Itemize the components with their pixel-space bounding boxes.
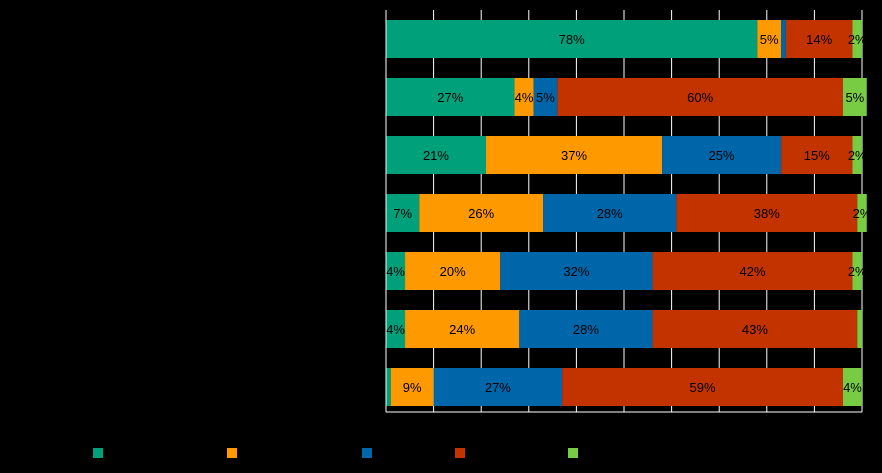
axis-layer	[385, 10, 862, 413]
bar-segment	[533, 78, 558, 116]
bar-segment	[857, 310, 862, 348]
data-label: 4%	[843, 380, 862, 395]
bar-segment	[543, 194, 677, 232]
bar-segment	[852, 136, 862, 174]
data-label: 5%	[536, 90, 555, 105]
bar-segment	[757, 20, 782, 58]
data-label: 4%	[386, 264, 405, 279]
bar-segment	[557, 78, 843, 116]
bar-segment	[842, 78, 867, 116]
legend-swatch	[455, 448, 465, 458]
legend-swatch	[568, 448, 578, 458]
bar-segment	[785, 20, 853, 58]
bar-segment	[405, 252, 501, 290]
legend-swatch	[362, 448, 372, 458]
bar-segment	[386, 368, 391, 406]
data-label: 4%	[386, 322, 405, 337]
bar-segment	[852, 252, 862, 290]
bar-segment	[652, 252, 853, 290]
bar-segment	[405, 310, 520, 348]
bar-segment	[500, 252, 653, 290]
legend-swatch	[93, 448, 103, 458]
bar-segment	[662, 136, 782, 174]
data-label: 4%	[515, 90, 534, 105]
data-label: 42%	[740, 264, 766, 279]
legend	[93, 448, 578, 458]
legend-swatch	[227, 448, 237, 458]
bar-segment	[386, 252, 406, 290]
bar-segment	[676, 194, 858, 232]
bar-segment	[386, 20, 758, 58]
bar-segment	[433, 368, 563, 406]
data-label: 2%	[848, 148, 867, 163]
data-label: 24%	[449, 322, 475, 337]
data-label: 2%	[848, 264, 867, 279]
data-label: 78%	[559, 32, 585, 47]
data-label: 32%	[563, 264, 589, 279]
data-label: 14%	[806, 32, 832, 47]
bar-segment	[519, 310, 653, 348]
bar-segment	[419, 194, 544, 232]
bar-segment	[386, 78, 515, 116]
data-label: 9%	[403, 380, 422, 395]
data-label: 28%	[597, 206, 623, 221]
data-label: 43%	[742, 322, 768, 337]
data-label: 5%	[845, 90, 864, 105]
data-label: 7%	[393, 206, 412, 221]
data-label: 21%	[423, 148, 449, 163]
data-label: 15%	[804, 148, 830, 163]
bar-segment	[514, 78, 534, 116]
data-label: 38%	[754, 206, 780, 221]
bar-segment	[562, 368, 843, 406]
bar-segment	[485, 136, 663, 174]
bar-segment	[781, 136, 853, 174]
data-label: 37%	[561, 148, 587, 163]
bar-segment	[781, 20, 786, 58]
data-label: 2%	[853, 206, 872, 221]
data-label: 26%	[468, 206, 494, 221]
data-label: 25%	[709, 148, 735, 163]
bar-segment	[386, 136, 486, 174]
data-label: 28%	[573, 322, 599, 337]
bar-segment	[386, 194, 420, 232]
data-label: 20%	[440, 264, 466, 279]
data-label: 59%	[690, 380, 716, 395]
data-label: 60%	[687, 90, 713, 105]
bar-segment	[652, 310, 858, 348]
bar-segment	[386, 310, 406, 348]
data-label: 2%	[848, 32, 867, 47]
bar-segment	[390, 368, 434, 406]
data-label: 5%	[760, 32, 779, 47]
data-label: 27%	[485, 380, 511, 395]
bar-segment	[842, 368, 862, 406]
bars-layer: 78% 5% 14% 2%27% 4% 5% 60% 5%21% 37% 25% 15% 2%7% 26…	[386, 20, 872, 406]
bar-segment	[852, 20, 862, 58]
data-label: 27%	[437, 90, 463, 105]
bar-segment	[857, 194, 867, 232]
